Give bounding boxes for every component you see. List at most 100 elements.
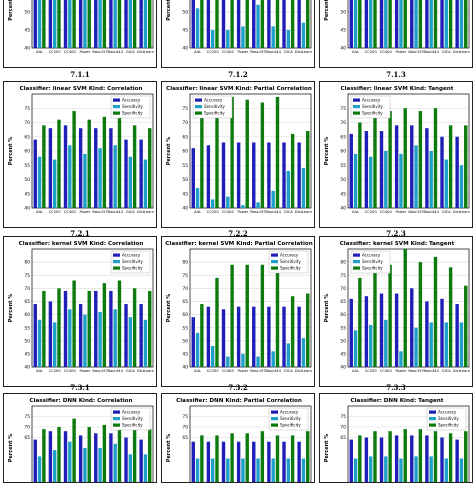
y-tick-label: 40 [182, 206, 188, 212]
bar-sensitivity [445, 322, 448, 367]
bar-accuracy [64, 0, 67, 48]
bar-specificity [246, 100, 249, 208]
x-tick-label: AAL [352, 210, 359, 214]
legend-swatch [271, 411, 278, 414]
bar-specificity [230, 265, 233, 367]
bar-specificity [246, 265, 249, 367]
bar-accuracy [282, 442, 285, 483]
bar-specificity [200, 304, 203, 367]
bar-specificity [261, 431, 264, 483]
bar-sensitivity [113, 145, 116, 208]
y-tick-label: 80 [182, 260, 188, 266]
y-tick-label: 65 [24, 299, 30, 305]
bar-accuracy [207, 442, 210, 483]
legend-label: Sensitivity [122, 259, 143, 264]
bar-specificity [148, 291, 151, 367]
x-tick-label: Basc444 [423, 50, 439, 54]
bar-specificity [88, 291, 91, 367]
legend-swatch [195, 105, 202, 108]
bar-accuracy [64, 431, 67, 483]
bar-accuracy [49, 128, 52, 208]
bar-specificity [358, 278, 361, 367]
bar-sensitivity [302, 338, 305, 367]
bar-specificity [388, 0, 391, 48]
bar-accuracy [207, 0, 210, 48]
bar-accuracy [410, 435, 413, 483]
bar-accuracy [425, 0, 428, 48]
bar-specificity [118, 0, 121, 48]
x-tick-label: Power [238, 50, 249, 54]
y-tick-label: 60 [24, 312, 30, 318]
bar-accuracy [139, 440, 142, 483]
x-tick-label: CC400 [380, 369, 393, 373]
bar-sensitivity [196, 188, 199, 208]
x-tick-label: AAL [194, 210, 201, 214]
x-tick-label: GICA [126, 210, 135, 214]
legend-label: Accuracy [122, 409, 141, 414]
x-tick-label: GICA [126, 50, 135, 54]
bar-accuracy [410, 0, 413, 48]
bar-sensitivity [399, 459, 402, 483]
legend-swatch [271, 417, 278, 420]
bar-accuracy [34, 0, 37, 48]
bar-specificity [404, 108, 407, 208]
bar-chart: 4045505560Percent %AALCC200CC400PowerBas… [320, 0, 473, 68]
subfigure-label: 7.2.1 [1, 229, 159, 238]
bar-sensitivity [38, 0, 41, 48]
x-tick-label: Power [80, 369, 91, 373]
bar-specificity [306, 294, 309, 367]
bar-specificity [200, 435, 203, 483]
y-tick-label: 40 [182, 365, 188, 371]
bar-sensitivity [241, 26, 244, 48]
bar-sensitivity [429, 322, 432, 367]
y-tick-label: 65 [182, 435, 188, 441]
legend-label: Specificity [438, 422, 459, 427]
bar-accuracy [365, 296, 368, 367]
bar-sensitivity [287, 343, 290, 367]
bar-accuracy [94, 433, 97, 483]
legend-label: Accuracy [204, 97, 223, 102]
x-tick-label: CC400 [222, 50, 235, 54]
bar-specificity [72, 111, 75, 208]
bar-accuracy [124, 438, 127, 483]
bar-accuracy [365, 0, 368, 48]
bar-sensitivity [83, 154, 86, 208]
y-axis-label: Percent % [324, 137, 330, 166]
legend-swatch [271, 267, 278, 270]
x-tick-label: Basc444 [107, 369, 123, 373]
bar-accuracy [139, 0, 142, 48]
bar-accuracy [64, 125, 67, 208]
bar-specificity [133, 0, 136, 48]
x-tick-label: CC400 [64, 369, 77, 373]
bar-accuracy [139, 304, 142, 367]
y-tick-label: 40 [24, 206, 30, 212]
bar-sensitivity [98, 148, 101, 208]
bar-accuracy [380, 438, 383, 483]
bar-accuracy [222, 142, 225, 208]
bar-specificity [388, 265, 391, 367]
bar-sensitivity [98, 448, 101, 483]
bar-specificity [373, 0, 376, 48]
bar-accuracy [79, 0, 82, 48]
bar-specificity [464, 0, 467, 48]
bar-accuracy [395, 294, 398, 367]
chart-title: Classifier: kernel SVM Kind: Correlation [19, 241, 144, 247]
bar-specificity [88, 427, 91, 483]
bar-sensitivity [211, 459, 214, 483]
x-tick-label: Basc197 [250, 210, 265, 214]
bar-sensitivity [414, 145, 417, 208]
bar-accuracy [252, 442, 255, 483]
bar-sensitivity [98, 0, 101, 48]
x-tick-label: Basc444 [107, 50, 123, 54]
x-tick-label: DictLearn [137, 50, 154, 54]
bar-sensitivity [354, 459, 357, 483]
chart-title: Classifier: linear SVM Kind: Tangent [341, 86, 454, 92]
y-axis-label: Percent % [166, 294, 172, 323]
chart-panel: Classifier: linear SVM Kind: Partial Cor… [161, 81, 315, 228]
bar-sensitivity [53, 0, 56, 48]
x-tick-label: AAL [36, 369, 43, 373]
y-tick-label: 65 [340, 299, 346, 305]
x-tick-label: CC400 [64, 50, 77, 54]
bar-accuracy [297, 307, 300, 367]
x-tick-label: GICA [284, 210, 293, 214]
